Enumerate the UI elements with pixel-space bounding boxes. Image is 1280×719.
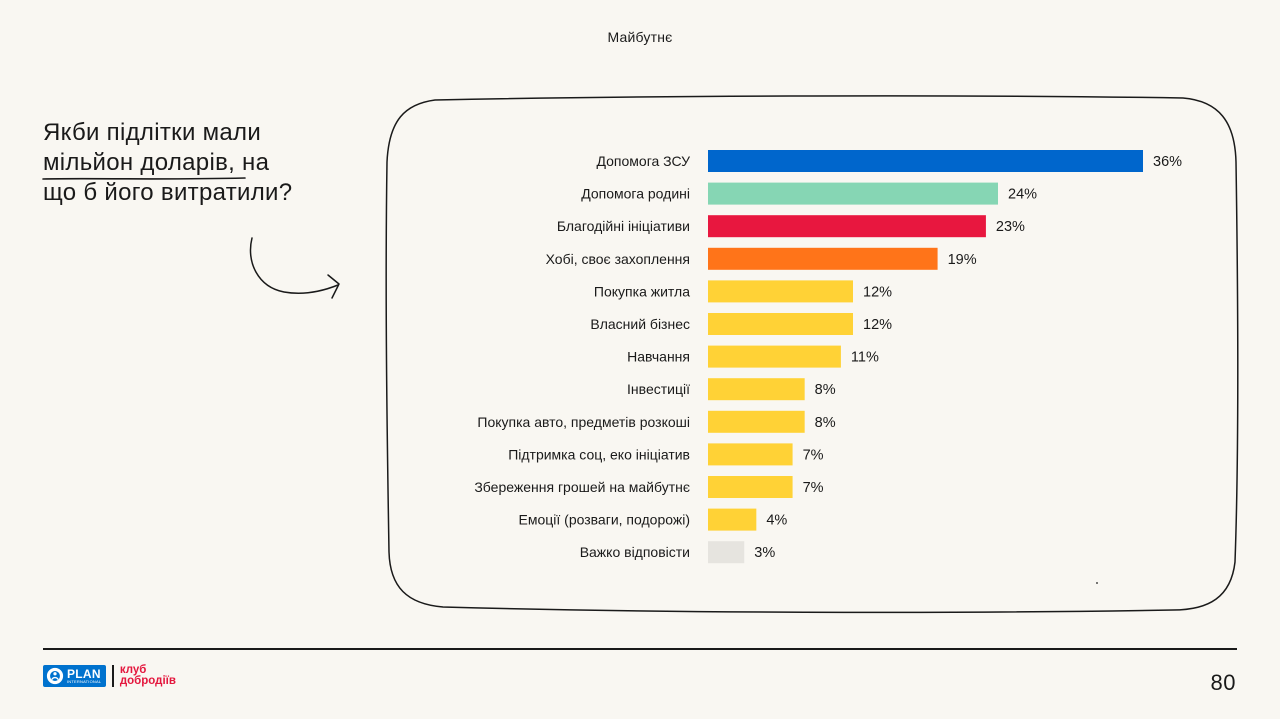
bar (708, 443, 793, 466)
footer-divider (43, 648, 1237, 650)
bar (708, 215, 986, 238)
club-logo: клуб добродіїв (119, 664, 176, 687)
curved-arrow-icon (249, 237, 340, 299)
value-label: 7% (803, 480, 824, 496)
category-label: Благодійні ініціативи (557, 218, 690, 234)
question-line-1: Якби підлітки мали (43, 119, 262, 146)
plan-wordmark: PLAN INTERNATIONAL (67, 668, 101, 684)
bar (708, 150, 1143, 172)
category-label: Підтримка соц, еко ініціатив (508, 446, 690, 462)
section-title: Майбутнє (607, 29, 673, 45)
category-label: Покупка авто, предметів розкоші (477, 414, 690, 430)
category-label: Хобі, своє захоплення (546, 251, 690, 267)
plan-subword: INTERNATIONAL (67, 679, 102, 684)
bar (708, 508, 757, 531)
value-label: 4% (766, 513, 787, 529)
value-label: 19% (948, 252, 977, 268)
question-heading: Якби підлітки мали мільйон доларів , на … (42, 118, 343, 208)
bar (708, 378, 805, 401)
value-label: 12% (863, 317, 892, 333)
bar (708, 476, 793, 498)
bar (708, 410, 805, 433)
bar (708, 541, 745, 564)
value-label: 7% (803, 447, 824, 463)
value-label: 12% (863, 284, 892, 300)
plan-globe-icon (46, 667, 64, 685)
bar (708, 345, 841, 368)
logo-separator (112, 665, 114, 687)
category-label: Навчання (627, 349, 690, 365)
category-label: Допомога родині (581, 186, 690, 202)
footer-logo: PLAN INTERNATIONAL клуб добродіїв (43, 664, 176, 687)
plan-word: PLAN (67, 667, 101, 681)
question-highlight-text: мільйон доларів (43, 149, 229, 176)
value-label: 3% (754, 545, 775, 561)
club-logo-line-2: добродіїв (119, 675, 176, 687)
value-label: 36% (1153, 154, 1182, 170)
bar-chart: Допомога ЗСУ 36% Допомога родині 24% Благоді… (474, 150, 1182, 564)
chart-frame (385, 95, 1239, 614)
bar (708, 313, 853, 335)
category-label: Емоції (розваги, подорожі) (519, 512, 691, 528)
bar (708, 280, 853, 303)
category-label: Інвестиції (627, 381, 690, 397)
highlight-underline (42, 177, 246, 180)
question-line-2-rest: , на (228, 149, 270, 176)
category-label: Допомога ЗСУ (596, 153, 690, 169)
category-label: Важко відповісти (580, 544, 690, 560)
value-label: 24% (1008, 187, 1037, 203)
category-label: Покупка житла (594, 283, 690, 299)
page-number: 80 (1210, 670, 1236, 695)
question-highlight: мільйон доларів (42, 148, 246, 180)
value-label: 23% (996, 219, 1025, 235)
value-label: 8% (815, 382, 836, 398)
category-label: Власний бізнес (590, 316, 690, 332)
club-logo-line-1: клуб (119, 664, 147, 676)
question-line-3: що б його витратили? (43, 179, 293, 206)
value-label: 8% (815, 415, 836, 431)
category-label: Збереження грошей на майбутнє (474, 479, 690, 495)
bar (708, 182, 998, 205)
bar (708, 247, 938, 270)
plan-international-logo: PLAN INTERNATIONAL (43, 665, 107, 687)
value-label: 11% (851, 350, 879, 366)
